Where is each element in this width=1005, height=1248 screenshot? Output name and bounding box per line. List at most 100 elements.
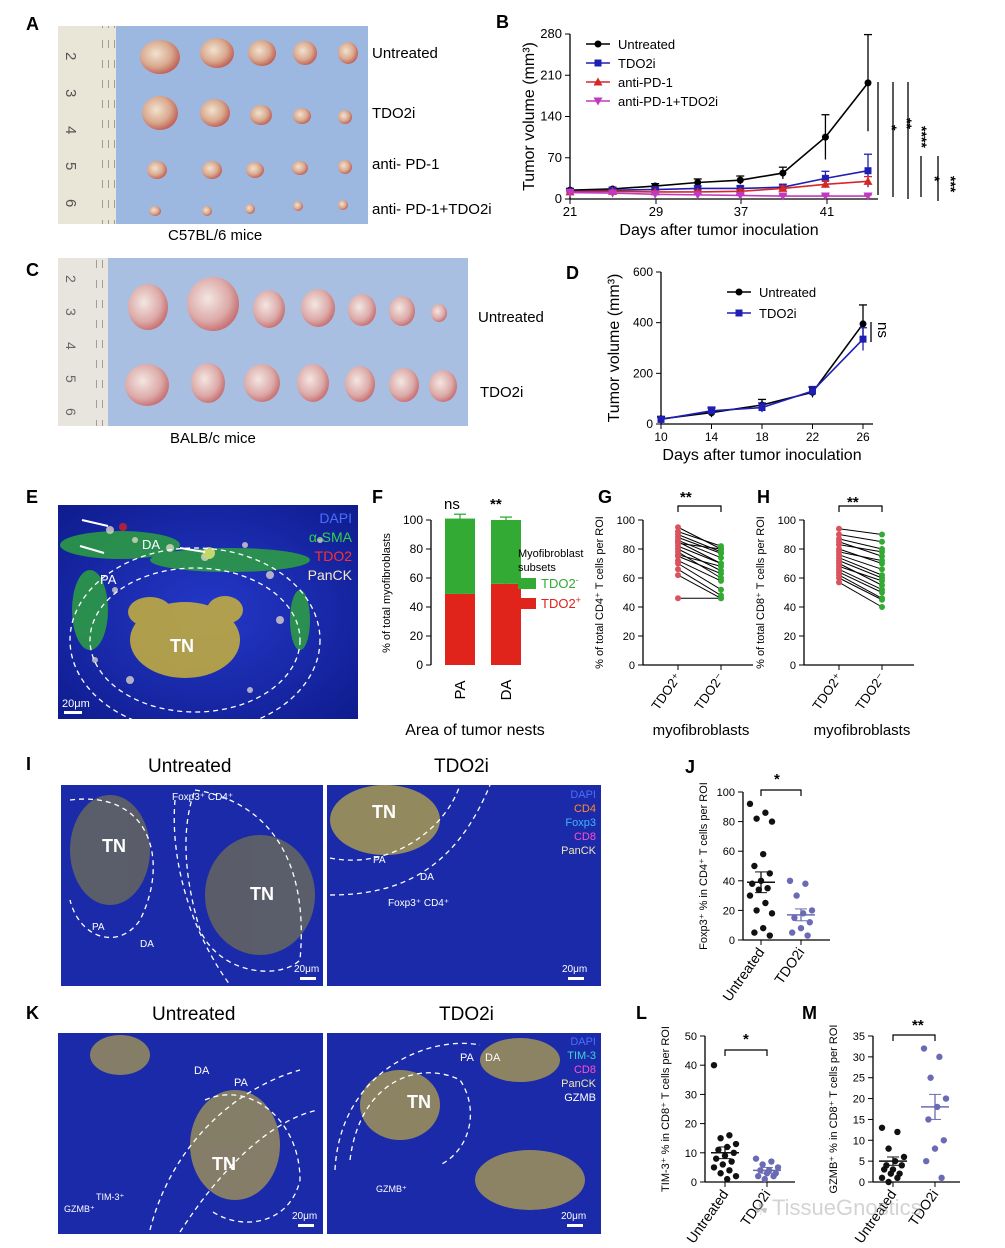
tumor — [248, 40, 276, 66]
data-point — [879, 531, 885, 538]
data-point — [736, 176, 744, 184]
data-point — [836, 531, 842, 538]
data-point — [753, 907, 760, 914]
tumor — [140, 40, 180, 74]
pair-line — [677, 563, 722, 591]
ruler-number: 2 — [63, 275, 79, 283]
tumor — [293, 41, 317, 65]
panel-letter: L — [636, 1003, 647, 1023]
data-point — [804, 932, 811, 939]
ruler-number: 6 — [63, 408, 79, 416]
x-tick-label: DA — [498, 680, 515, 701]
x-tick-label: TDO2⁺ — [809, 670, 845, 713]
panel-letter: J — [685, 757, 695, 777]
pair-line — [838, 563, 883, 586]
data-point — [879, 596, 885, 603]
pair-line — [677, 534, 722, 553]
y-tick-label: 0 — [555, 191, 562, 206]
panel-letter: A — [26, 14, 39, 34]
row-label: TDO2i — [372, 105, 415, 122]
y-tick-label: 5 — [859, 1156, 865, 1168]
sig-label: * — [743, 1031, 749, 1048]
image-title: TDO2i — [439, 1004, 494, 1025]
tumor-row — [125, 363, 457, 406]
data-point — [761, 1175, 768, 1183]
tumor-nest — [128, 596, 243, 678]
bar-segment — [445, 593, 475, 665]
sig-label: ns — [874, 322, 891, 338]
tumor — [389, 296, 415, 326]
x-tick-label: 10 — [654, 430, 668, 444]
y-tick-label: 20 — [623, 631, 635, 643]
y-tick-label: 280 — [540, 26, 562, 41]
scale-label: 20μm — [62, 698, 90, 710]
tumor-nest — [90, 1035, 280, 1200]
significance-brackets — [877, 82, 939, 201]
series-anti-pd-1-tdo2i: anti-PD-1+TDO2i — [565, 94, 873, 201]
series-tdo2i: TDO2i — [566, 56, 872, 195]
data-point — [726, 1167, 733, 1174]
data-point — [793, 892, 800, 899]
x-axis-label: Days after tumor inoculation — [619, 222, 818, 239]
legend-swatch — [518, 598, 536, 609]
panel-k: K Untreated TDO2i DA PA TN TIM-3⁺ GZMB⁺ … — [26, 1003, 601, 1234]
ruler-number: 5 — [63, 375, 79, 383]
y-tick-label: 20 — [685, 1119, 697, 1131]
data-point — [762, 809, 769, 816]
data-point — [809, 387, 816, 395]
y-axis-label: % of total myofibroblasts — [381, 533, 393, 653]
pair-line — [838, 565, 883, 582]
data-point — [887, 1170, 894, 1177]
pair-line — [838, 538, 883, 550]
x-tick-label: TDO2i — [771, 945, 807, 987]
tumor — [147, 161, 167, 179]
data-point — [717, 1170, 724, 1177]
y-tick-label: 0 — [790, 660, 796, 672]
data-point — [881, 1166, 888, 1173]
bar-segment — [491, 520, 521, 584]
sig-bracket — [724, 1049, 768, 1056]
tumor-row — [142, 96, 352, 130]
data-point — [608, 189, 618, 198]
tumor — [338, 160, 352, 174]
x-axis-label: myofibroblasts — [814, 722, 911, 739]
channel-label: DAPI — [319, 510, 352, 526]
sig-label: ** — [490, 496, 502, 513]
data-point — [710, 1164, 718, 1171]
legend-label: anti-PD-1 — [618, 75, 673, 90]
data-point — [864, 79, 872, 87]
y-tick-label: 30 — [685, 1089, 697, 1101]
region-label: DA — [485, 1052, 501, 1064]
tumor — [297, 364, 329, 402]
region-label: TN — [102, 836, 126, 856]
data-point — [789, 929, 796, 936]
y-tick-label: 80 — [784, 544, 796, 556]
y-tick-label: 15 — [853, 1114, 865, 1126]
data-point — [859, 320, 867, 328]
panel-h: H 0 20 40 60 80 100 TDO2⁺ TDO2⁻ % of total CD8⁺ … — [755, 487, 914, 739]
sig-bracket — [760, 789, 802, 796]
pair-line — [677, 536, 722, 554]
row-label: TDO2i — [480, 384, 523, 401]
tumor — [202, 206, 212, 216]
data-point — [863, 192, 873, 201]
panel-letter: E — [26, 487, 38, 507]
tumor — [191, 363, 225, 403]
sig-label: ** — [847, 494, 859, 511]
y-tick-label: 10 — [685, 1148, 697, 1160]
data-point — [779, 169, 787, 177]
data-point — [713, 1155, 720, 1162]
tumor — [200, 38, 234, 68]
y-tick-label: 20 — [723, 905, 735, 917]
data-point — [791, 914, 798, 921]
channel-label: GZMB — [564, 1092, 596, 1104]
y-axis-label: % of total CD4⁺ T cells per ROI — [594, 516, 606, 669]
region-label: PA — [234, 1077, 249, 1089]
y-axis-label: GZMB⁺ % in CD8⁺ T cells per ROI — [828, 1025, 840, 1194]
data-point — [760, 850, 767, 858]
data-point — [718, 577, 724, 584]
y-tick-label: 60 — [410, 571, 424, 585]
tumor-nest — [70, 795, 315, 955]
data-point — [879, 604, 885, 610]
